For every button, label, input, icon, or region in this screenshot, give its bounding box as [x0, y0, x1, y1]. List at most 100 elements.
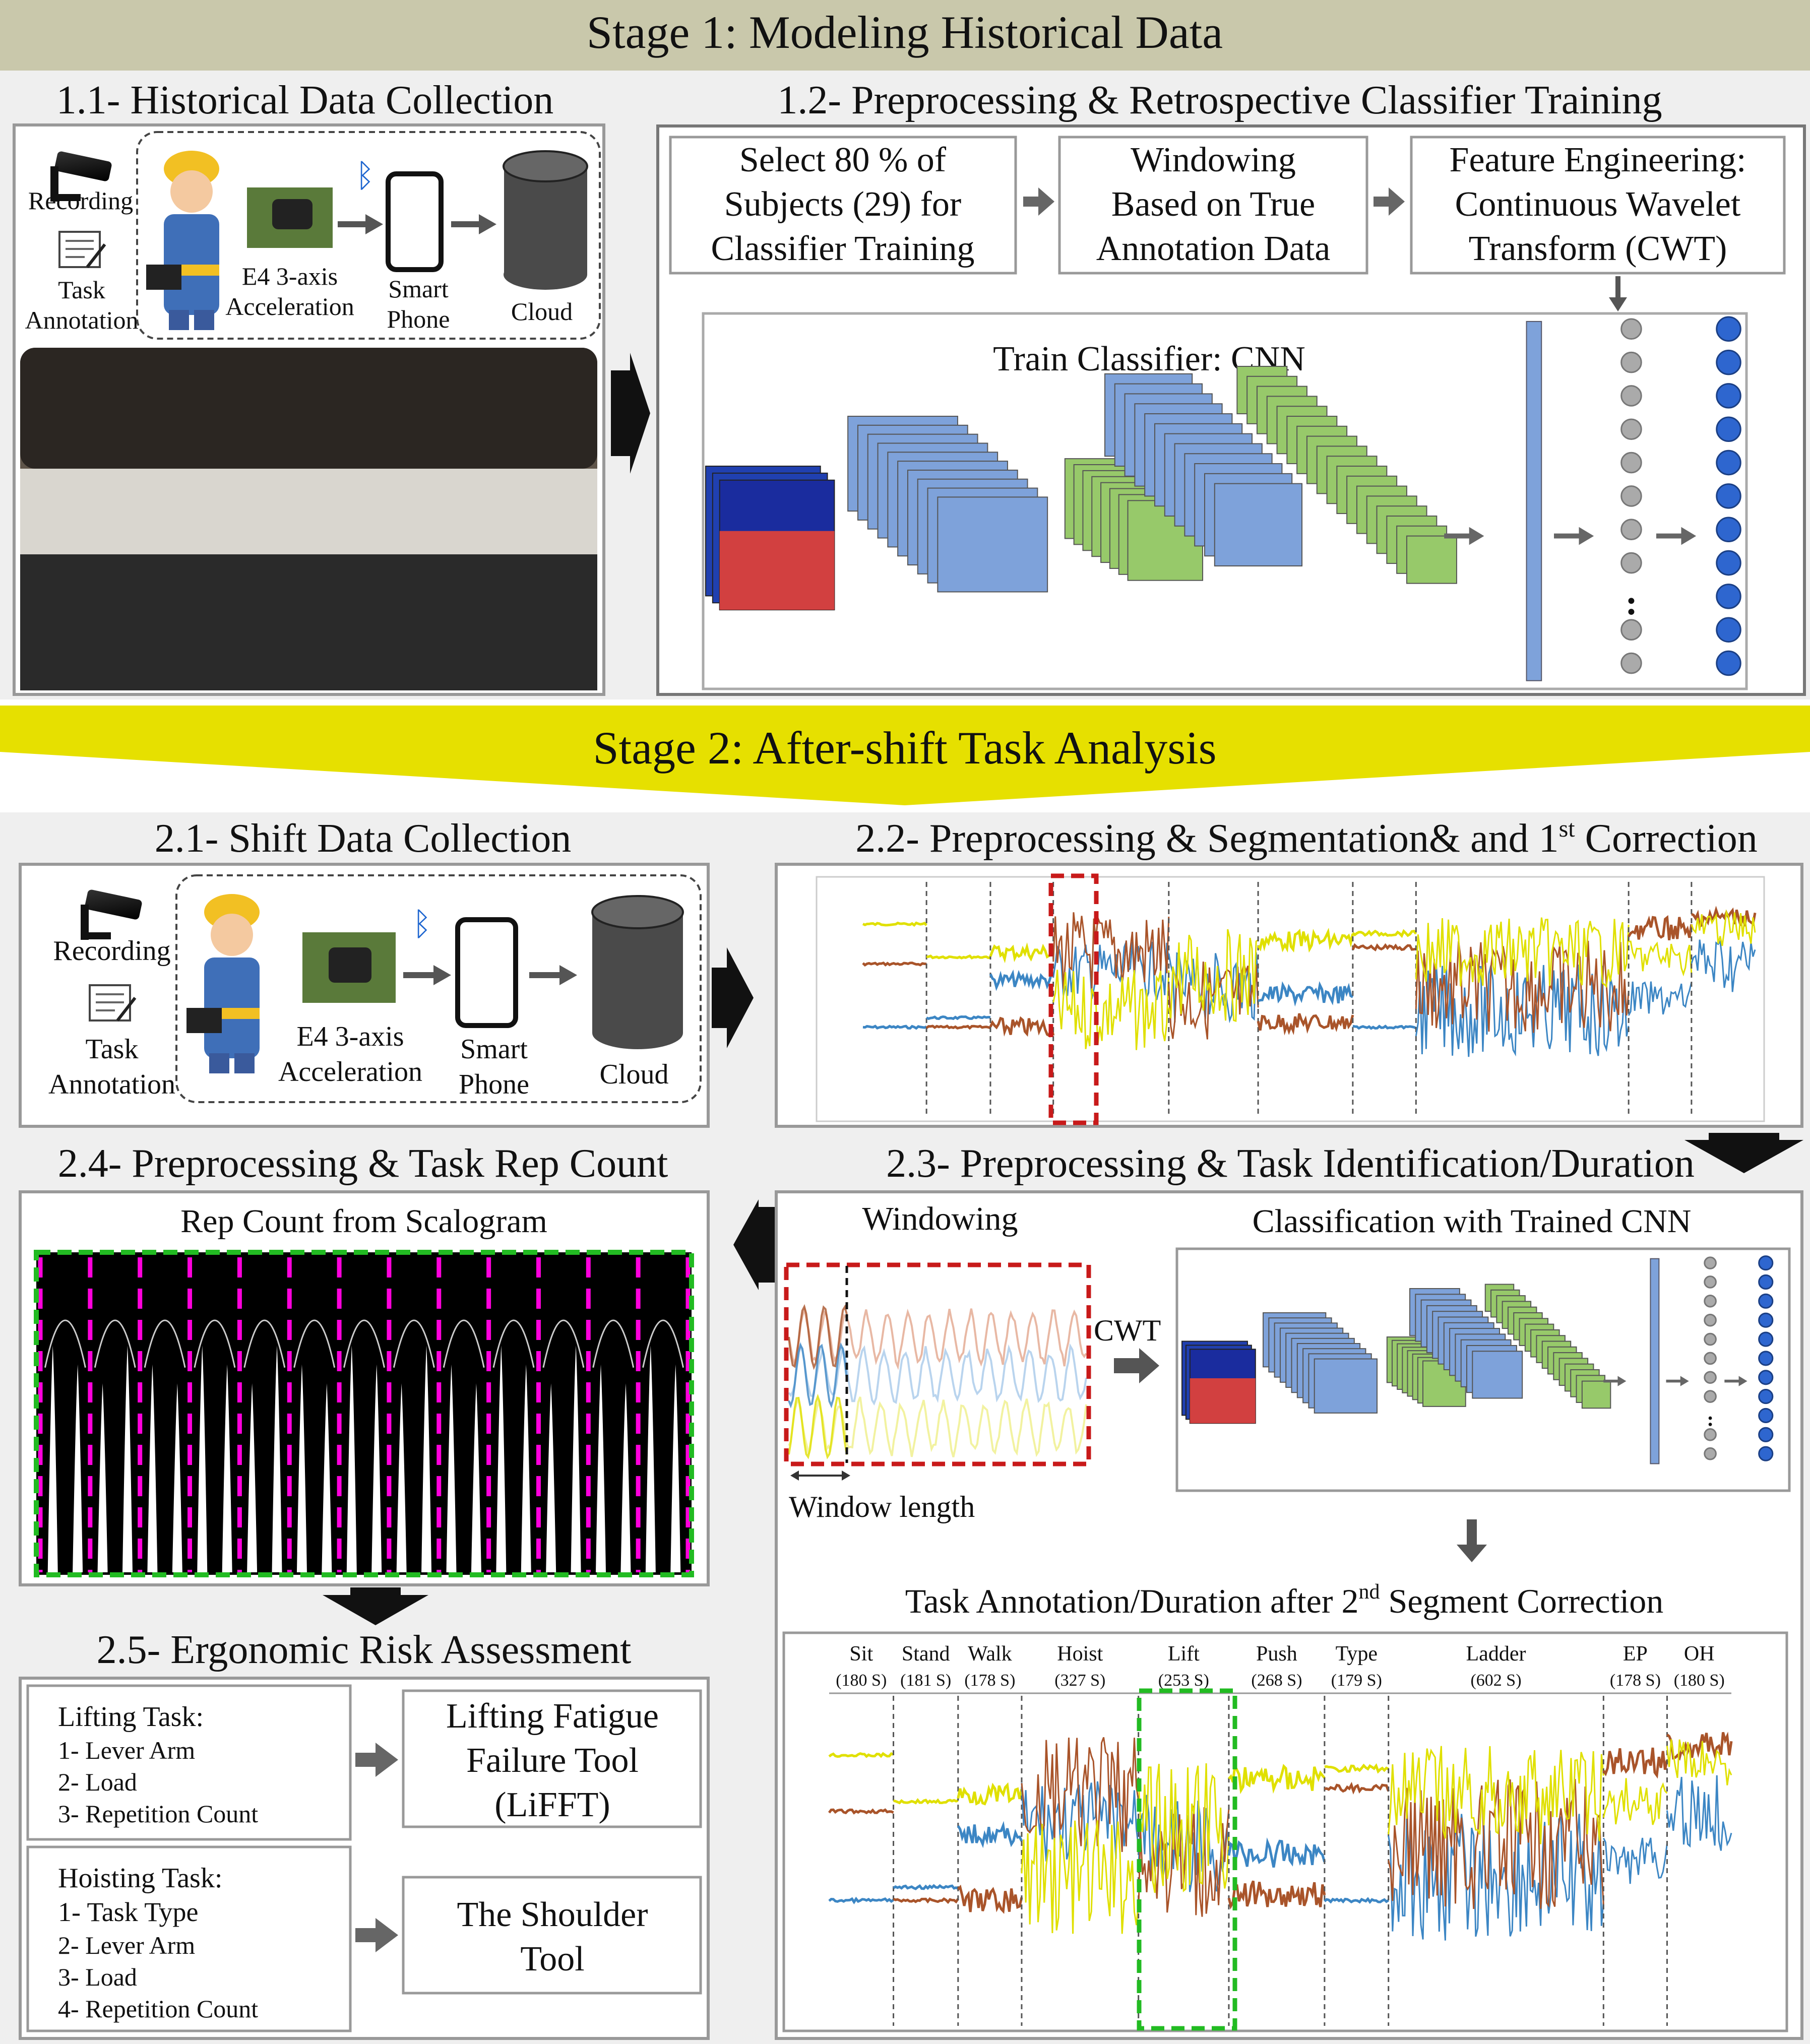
s21-task-annotation-1: Task — [86, 1034, 139, 1065]
camera-icon — [50, 151, 112, 202]
input-scalogram-red — [1190, 1378, 1256, 1424]
scalogram-arc — [443, 1319, 485, 1368]
task-duration-ladder: (602 S) — [1470, 1671, 1521, 1690]
s24-green-border — [34, 1250, 694, 1577]
lifting-box — [26, 1684, 352, 1841]
s12-box3-line3: Transform (CWT) — [1469, 229, 1727, 268]
task-duration-push: (268 S) — [1251, 1671, 1302, 1690]
ellipsis-dot — [1708, 1423, 1712, 1426]
s23-annotation-frame — [782, 1631, 1788, 2032]
segmented-signal-plot — [862, 882, 1757, 1116]
neuron — [1704, 1447, 1717, 1460]
neuron — [1704, 1313, 1717, 1327]
neuron — [1704, 1256, 1717, 1269]
signal-trace — [1628, 940, 1693, 977]
s21-cloud: Cloud — [600, 1059, 669, 1090]
camera-icon — [81, 889, 142, 940]
signal-trace — [1388, 1746, 1604, 1844]
signal-trace — [1666, 1732, 1733, 1761]
s21-smartphone-1: Smart — [460, 1034, 528, 1065]
neuron — [1704, 1295, 1717, 1308]
conv-layer-1 — [1314, 1358, 1378, 1414]
signal-trace — [862, 1025, 927, 1030]
s12-box1-line3: Classifier Training — [711, 229, 974, 268]
arrow-right-icon — [355, 1743, 398, 1777]
task-duration-walk: (178 S) — [964, 1671, 1015, 1690]
cloud-database-icon — [503, 150, 588, 290]
output-neuron — [1758, 1312, 1774, 1328]
stage2-banner — [0, 706, 1810, 805]
neuron — [1704, 1428, 1717, 1441]
scalogram-peaks — [38, 1257, 691, 1572]
s21-sensor-1: E4 3-axis — [296, 1021, 404, 1052]
s11-title: 1.1- Historical Data Collection — [56, 78, 553, 122]
shoulder-tool-line1: The Shoulder — [457, 1895, 648, 1934]
scalogram-peak — [147, 1364, 158, 1572]
scalogram-peak — [73, 1364, 83, 1572]
signal-trace — [1052, 970, 1170, 1050]
scalogram-peak — [546, 1383, 556, 1572]
s24-title: 2.4- Preprocessing & Task Rep Count — [58, 1141, 668, 1186]
task-name-ladder: Ladder — [1466, 1642, 1526, 1666]
worker-icon — [186, 894, 260, 1073]
signal-trace — [862, 961, 927, 967]
lifting-item-2: 2- Load — [58, 1768, 137, 1796]
s23-window-length: Window length — [789, 1490, 975, 1523]
signal-trace — [1228, 1761, 1326, 1795]
output-neuron — [1758, 1255, 1774, 1271]
lifting-header: Lifting Task: — [58, 1701, 204, 1733]
output-neuron — [1716, 349, 1741, 375]
signal-trace — [1258, 981, 1354, 1007]
smartphone-icon — [386, 171, 444, 272]
task-labels: Sit (180 S) Stand (181 S) Walk (178 S) Hoist (3… — [829, 1642, 1731, 1694]
s11-task-annotation-2: Annotation — [25, 306, 139, 334]
s11-smartphone-2: Phone — [387, 305, 450, 333]
signal-trace — [828, 1808, 894, 1815]
s22-plot-area — [816, 876, 1765, 1122]
task-name-push: Push — [1256, 1642, 1297, 1666]
s24-scalogram-label: Rep Count from Scalogram — [180, 1203, 547, 1240]
lab-photo-walls — [20, 469, 597, 554]
scalogram-peak — [322, 1383, 332, 1572]
hoisting-item-3: 3- Load — [58, 1963, 137, 1991]
task-name-oh: OH — [1684, 1642, 1715, 1666]
neuron — [1620, 519, 1642, 541]
s12-box2 — [1058, 136, 1368, 275]
signal-trace — [1021, 1820, 1140, 1934]
signal-trace — [1415, 917, 1630, 988]
s12-box2-line2: Based on True — [1111, 185, 1315, 224]
signal-trace — [1691, 909, 1756, 946]
output-neuron — [1716, 316, 1741, 342]
signal-trace — [893, 1897, 959, 1904]
window-trace — [788, 1341, 1087, 1406]
signal-trace — [828, 1896, 895, 1904]
s12-box2-line1: Windowing — [1131, 141, 1296, 179]
stage1-banner — [0, 0, 1810, 71]
watch-icon — [272, 199, 313, 229]
output-neuron — [1716, 650, 1741, 676]
signal-trace — [925, 1025, 991, 1030]
scalogram-peak — [172, 1383, 182, 1572]
lifft-box — [402, 1689, 702, 1828]
signal-trace — [893, 1798, 959, 1805]
task-duration-oh: (180 S) — [1674, 1671, 1725, 1690]
dense-layer — [1526, 321, 1542, 681]
scalogram-arc — [293, 1319, 336, 1368]
task-name-hoist: Hoist — [1057, 1642, 1103, 1666]
arrow-right-icon — [1023, 187, 1054, 216]
s21-title: 2.1- Shift Data Collection — [155, 816, 572, 861]
signal-trace — [1352, 1025, 1417, 1030]
arrow-right-icon — [1738, 1376, 1747, 1386]
signal-trace — [1257, 927, 1354, 953]
s11-smartphone-1: Smart — [388, 275, 449, 303]
lifting-item-3: 3- Repetition Count — [58, 1800, 258, 1828]
output-neuron — [1716, 416, 1741, 442]
scalogram-peak — [396, 1383, 407, 1572]
scalogram-arc — [343, 1319, 385, 1368]
scalogram-arc — [44, 1319, 86, 1368]
arrow-down-icon — [323, 1587, 428, 1625]
double-arrow-icon — [790, 1471, 850, 1481]
s12-title: 1.2- Preprocessing & Retrospective Class… — [777, 78, 1662, 122]
s12-box3-line2: Continuous Wavelet — [1455, 185, 1741, 224]
